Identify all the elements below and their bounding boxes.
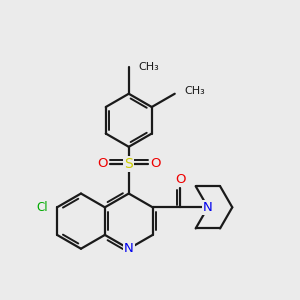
- Text: N: N: [124, 242, 134, 255]
- Text: S: S: [124, 157, 133, 171]
- Text: N: N: [203, 201, 213, 214]
- Text: O: O: [175, 173, 185, 186]
- Text: O: O: [97, 157, 107, 170]
- Text: CH₃: CH₃: [184, 85, 205, 96]
- Text: O: O: [150, 157, 160, 170]
- Text: Cl: Cl: [36, 201, 48, 214]
- Text: CH₃: CH₃: [138, 62, 159, 72]
